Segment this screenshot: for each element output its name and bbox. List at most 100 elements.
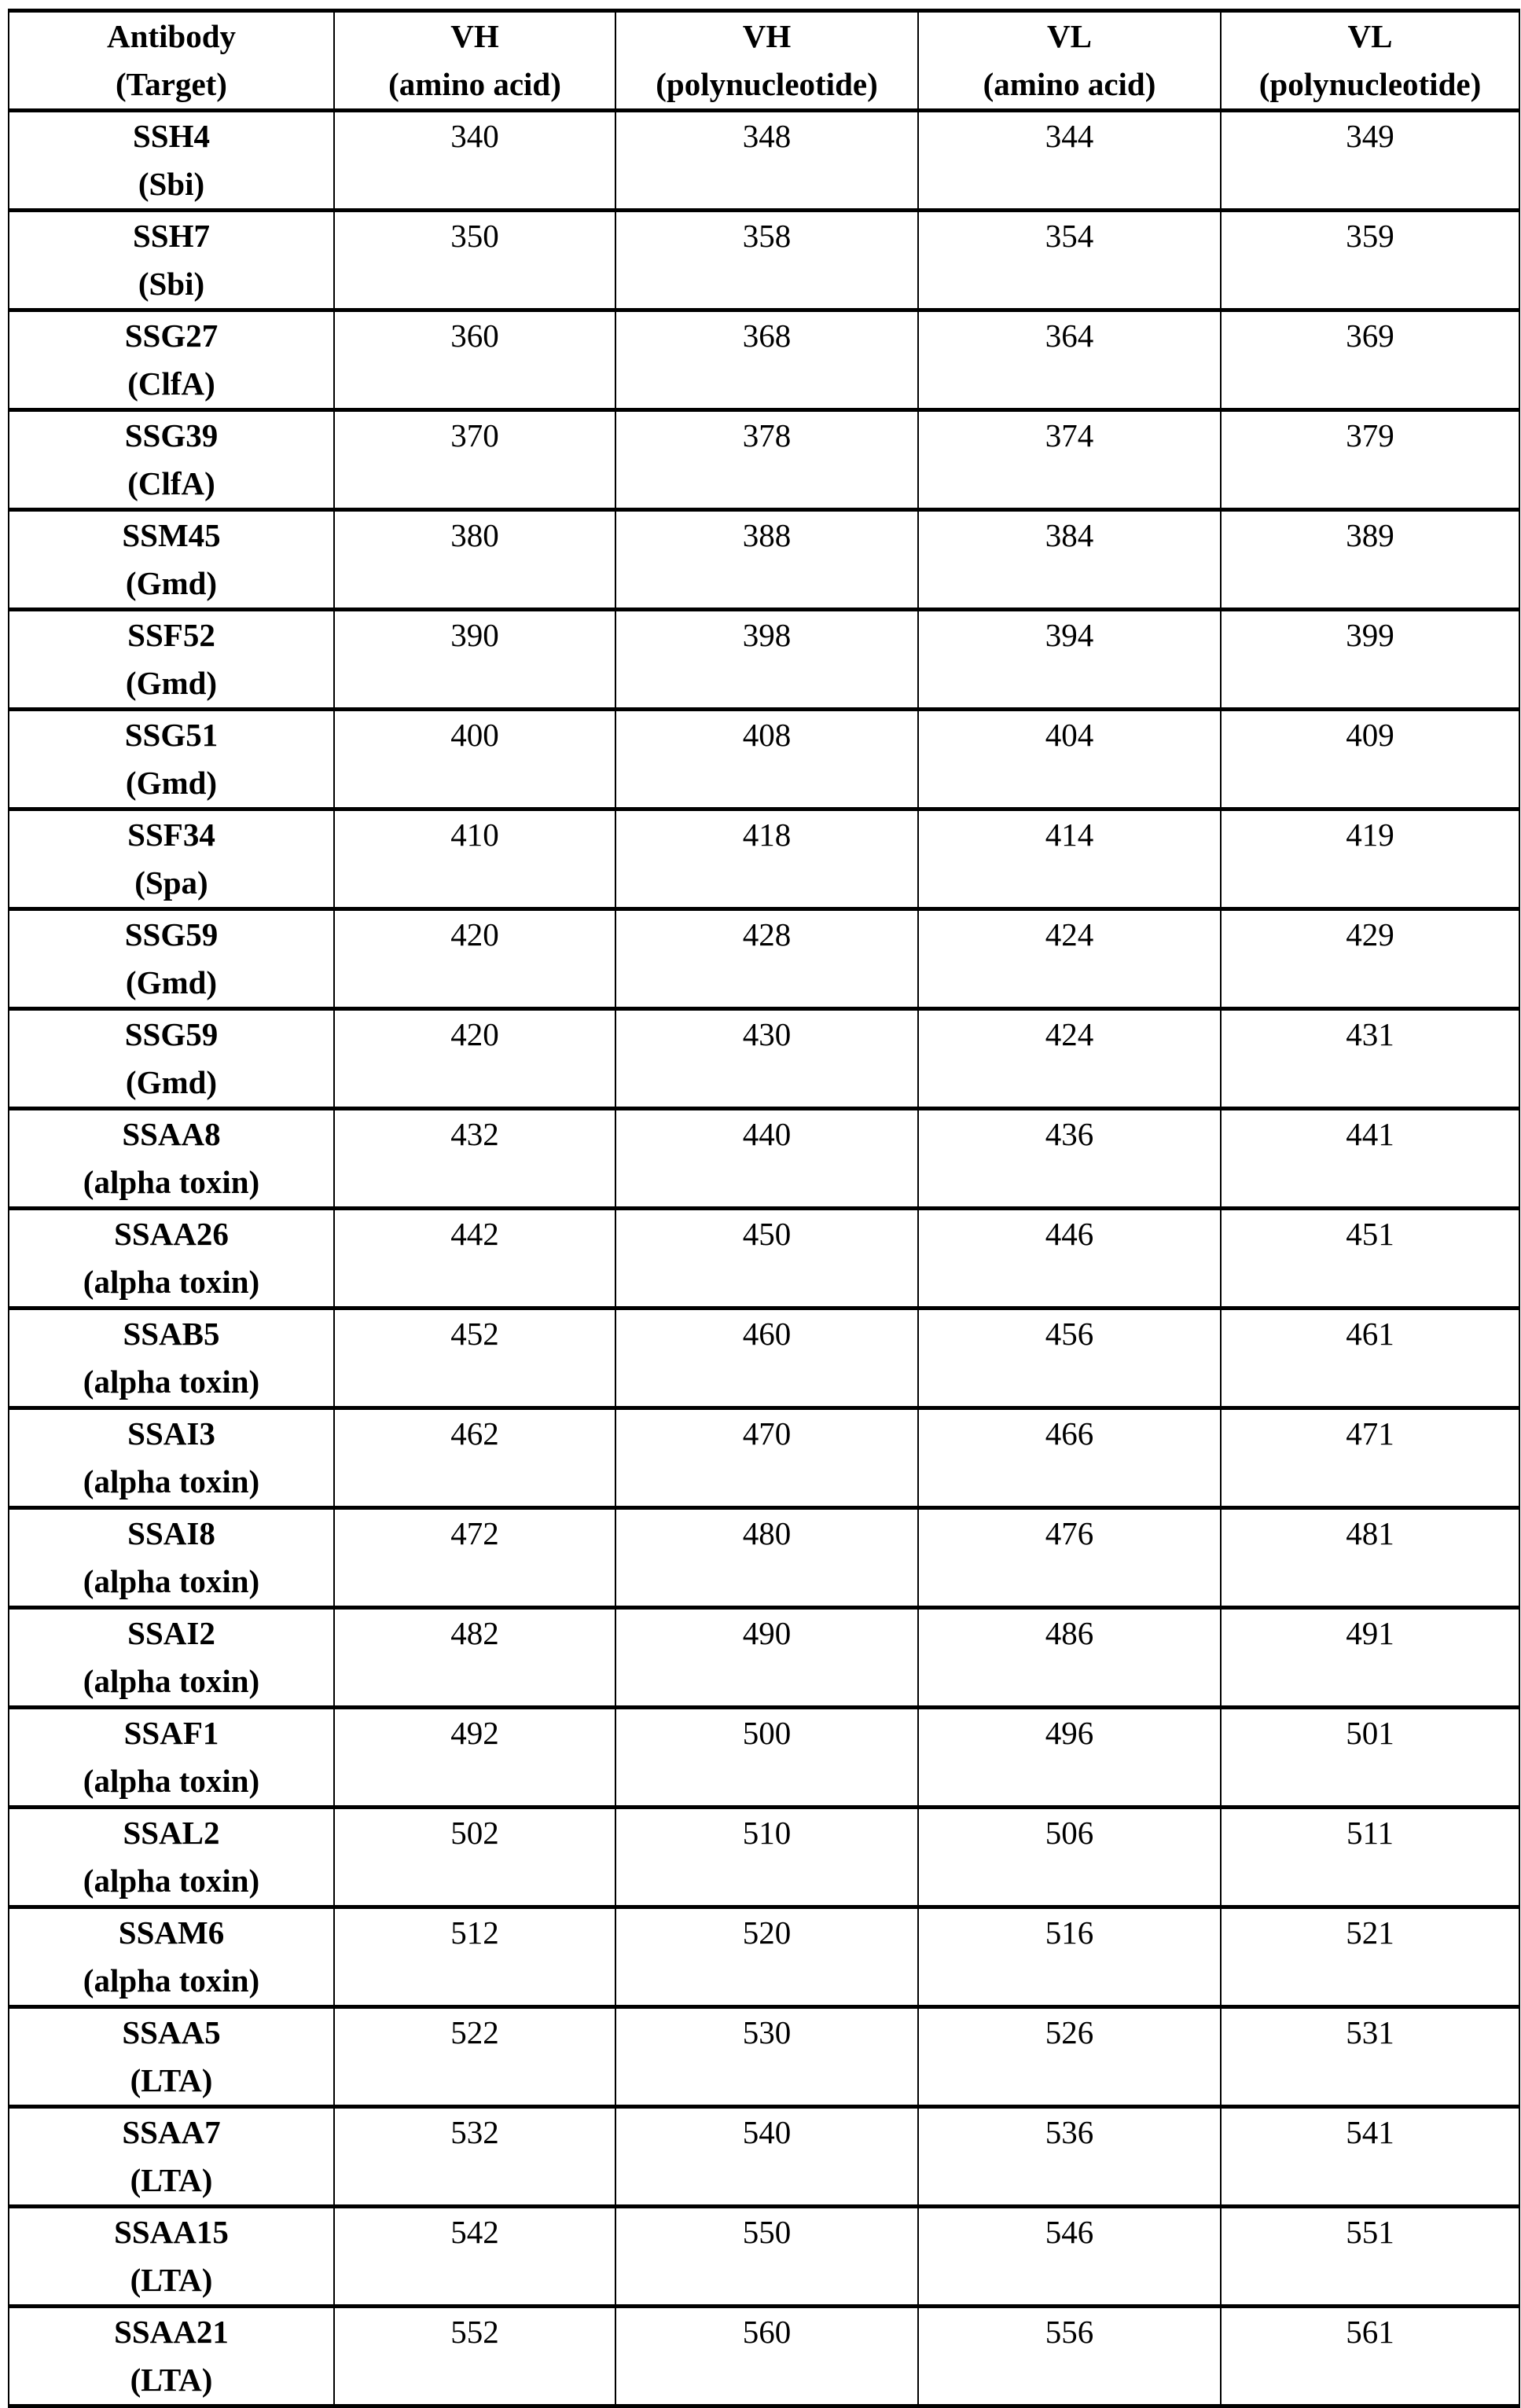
- vh-amino-acid-seq-id: 410: [334, 809, 615, 909]
- antibody-name: SSAF1: [9, 1709, 333, 1757]
- antibody-target: (alpha toxin): [9, 1857, 333, 1905]
- vl-amino-acid-seq-id: 466: [918, 1408, 1221, 1508]
- header-line1: VH: [335, 13, 615, 61]
- vh-amino-acid-seq-id: 340: [334, 111, 615, 211]
- table-row: SSG59(Gmd)420428424429: [9, 909, 1519, 1009]
- vl-polynucleotide-seq-id: 441: [1221, 1109, 1519, 1209]
- antibody-name: SSAI3: [9, 1410, 333, 1458]
- table-row: SSAA5(LTA)522530526531: [9, 2007, 1519, 2107]
- vl-polynucleotide-seq-id: 409: [1221, 710, 1519, 809]
- table-row: SSAA8(alpha toxin)432440436441: [9, 1109, 1519, 1209]
- vh-amino-acid-seq-id: 400: [334, 710, 615, 809]
- vh-polynucleotide-seq-id: 460: [615, 1309, 918, 1408]
- vl-amino-acid-seq-id: 374: [918, 410, 1221, 510]
- table-row: SSM45(Gmd)380388384389: [9, 510, 1519, 610]
- vh-polynucleotide-seq-id: 408: [615, 710, 918, 809]
- column-header-vh-polynucleotide: VH(polynucleotide): [615, 11, 918, 111]
- antibody-cell: SSAA7(LTA): [9, 2107, 334, 2207]
- vl-polynucleotide-seq-id: 431: [1221, 1009, 1519, 1109]
- table-row: SSAM6(alpha toxin)512520516521: [9, 1907, 1519, 2007]
- table-body: SSH4(Sbi)340348344349SSH7(Sbi)3503583543…: [9, 111, 1519, 2406]
- antibody-target: (LTA): [9, 2157, 333, 2204]
- vl-polynucleotide-seq-id: 561: [1221, 2307, 1519, 2406]
- table-row: SSAB5(alpha toxin)452460456461: [9, 1309, 1519, 1408]
- vl-polynucleotide-seq-id: 521: [1221, 1907, 1519, 2007]
- sequence-id-table: Antibody(Target)VH(amino acid)VH(polynuc…: [8, 9, 1520, 2408]
- column-header-antibody-target: Antibody(Target): [9, 11, 334, 111]
- vl-polynucleotide-seq-id: 399: [1221, 610, 1519, 710]
- antibody-cell: SSG39(ClfA): [9, 410, 334, 510]
- vl-polynucleotide-seq-id: 369: [1221, 310, 1519, 410]
- vh-amino-acid-seq-id: 360: [334, 310, 615, 410]
- vh-amino-acid-seq-id: 512: [334, 1907, 615, 2007]
- vh-polynucleotide-seq-id: 550: [615, 2207, 918, 2307]
- table-row: SSG59(Gmd)420430424431: [9, 1009, 1519, 1109]
- antibody-target: (LTA): [9, 2256, 333, 2304]
- vl-polynucleotide-seq-id: 419: [1221, 809, 1519, 909]
- antibody-target: (Sbi): [9, 160, 333, 208]
- vh-polynucleotide-seq-id: 440: [615, 1109, 918, 1209]
- vh-polynucleotide-seq-id: 530: [615, 2007, 918, 2107]
- vh-amino-acid-seq-id: 492: [334, 1708, 615, 1808]
- vh-amino-acid-seq-id: 390: [334, 610, 615, 710]
- antibody-name: SSM45: [9, 512, 333, 560]
- vh-polynucleotide-seq-id: 500: [615, 1708, 918, 1808]
- antibody-cell: SSAA15(LTA): [9, 2207, 334, 2307]
- antibody-target: (alpha toxin): [9, 1558, 333, 1606]
- table-row: SSAA7(LTA)532540536541: [9, 2107, 1519, 2207]
- vl-amino-acid-seq-id: 414: [918, 809, 1221, 909]
- vl-amino-acid-seq-id: 556: [918, 2307, 1221, 2406]
- header-line1: VH: [616, 13, 917, 61]
- vh-amino-acid-seq-id: 420: [334, 909, 615, 1009]
- vh-polynucleotide-seq-id: 470: [615, 1408, 918, 1508]
- vl-polynucleotide-seq-id: 379: [1221, 410, 1519, 510]
- antibody-target: (alpha toxin): [9, 1957, 333, 2005]
- vl-polynucleotide-seq-id: 511: [1221, 1808, 1519, 1907]
- antibody-target: (ClfA): [9, 360, 333, 408]
- vh-polynucleotide-seq-id: 378: [615, 410, 918, 510]
- antibody-name: SSAA7: [9, 2109, 333, 2157]
- header-line2: (amino acid): [335, 61, 615, 108]
- vl-amino-acid-seq-id: 506: [918, 1808, 1221, 1907]
- antibody-cell: SSAA8(alpha toxin): [9, 1109, 334, 1209]
- antibody-target: (Gmd): [9, 560, 333, 608]
- antibody-target: (alpha toxin): [9, 1657, 333, 1705]
- table-row: SSH4(Sbi)340348344349: [9, 111, 1519, 211]
- vh-polynucleotide-seq-id: 540: [615, 2107, 918, 2207]
- table-row: SSAA15(LTA)542550546551: [9, 2207, 1519, 2307]
- antibody-target: (Gmd): [9, 959, 333, 1007]
- antibody-name: SSAM6: [9, 1909, 333, 1957]
- antibody-cell: SSH7(Sbi): [9, 211, 334, 310]
- antibody-name: SSG27: [9, 312, 333, 360]
- table-row: SSH7(Sbi)350358354359: [9, 211, 1519, 310]
- antibody-cell: SSF52(Gmd): [9, 610, 334, 710]
- vl-polynucleotide-seq-id: 461: [1221, 1309, 1519, 1408]
- antibody-target: (alpha toxin): [9, 1757, 333, 1805]
- table-row: SSG51(Gmd)400408404409: [9, 710, 1519, 809]
- antibody-name: SSG51: [9, 711, 333, 759]
- vl-amino-acid-seq-id: 436: [918, 1109, 1221, 1209]
- vl-polynucleotide-seq-id: 541: [1221, 2107, 1519, 2207]
- table-row: SSAI8(alpha toxin)472480476481: [9, 1508, 1519, 1608]
- vl-amino-acid-seq-id: 536: [918, 2107, 1221, 2207]
- column-header-vh-amino-acid: VH(amino acid): [334, 11, 615, 111]
- vl-polynucleotide-seq-id: 389: [1221, 510, 1519, 610]
- vl-amino-acid-seq-id: 404: [918, 710, 1221, 809]
- vl-amino-acid-seq-id: 354: [918, 211, 1221, 310]
- vh-amino-acid-seq-id: 420: [334, 1009, 615, 1109]
- antibody-target: (Gmd): [9, 1059, 333, 1107]
- vh-amino-acid-seq-id: 442: [334, 1209, 615, 1309]
- antibody-name: SSH7: [9, 212, 333, 260]
- table-row: SSAI2(alpha toxin)482490486491: [9, 1608, 1519, 1708]
- vh-polynucleotide-seq-id: 398: [615, 610, 918, 710]
- vl-polynucleotide-seq-id: 501: [1221, 1708, 1519, 1808]
- antibody-cell: SSF34(Spa): [9, 809, 334, 909]
- table-row: SSAA21(LTA)552560556561: [9, 2307, 1519, 2406]
- vh-amino-acid-seq-id: 502: [334, 1808, 615, 1907]
- vh-polynucleotide-seq-id: 358: [615, 211, 918, 310]
- vl-amino-acid-seq-id: 394: [918, 610, 1221, 710]
- antibody-cell: SSAI8(alpha toxin): [9, 1508, 334, 1608]
- vl-amino-acid-seq-id: 446: [918, 1209, 1221, 1309]
- antibody-name: SSAA21: [9, 2308, 333, 2356]
- table-row: SSG39(ClfA)370378374379: [9, 410, 1519, 510]
